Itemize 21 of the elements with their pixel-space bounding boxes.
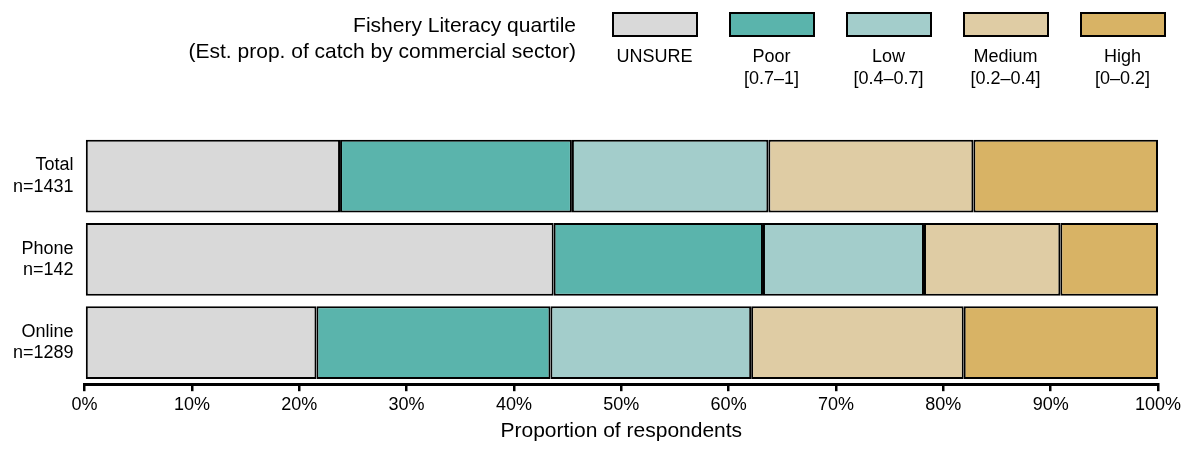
x-tick-label: 60% [710,393,747,414]
y-tick-label: Online n=1289 [12,320,74,363]
y-tick-label: Phone n=142 [21,237,74,280]
x-tick-label: 90% [1032,393,1069,414]
x-tick-label: 0% [71,393,98,414]
legend-label: UNSURE [616,45,693,67]
legend-label: Medium [0.2–0.4] [970,45,1041,89]
x-tick-label: 70% [817,393,854,414]
legend-title: Fishery Literacy quartile (Est. prop. of catch by commercial sector) [187,12,577,64]
legend-label: High [0–0.2] [1094,45,1151,89]
x-tick-label: 30% [388,393,425,414]
x-tick-label: 20% [281,393,318,414]
x-tick-label: 80% [925,393,962,414]
legend-label: Low [0.4–0.7] [853,45,924,89]
x-tick-label: 100% [1134,393,1182,414]
x-axis-title: Proportion of respondents [500,418,743,442]
y-tick-label: Total n=1431 [12,154,74,196]
x-tick-label: 50% [603,393,640,414]
x-tick-label: 40% [495,393,532,414]
legend-label: Poor [0.7–1] [743,45,800,89]
x-tick-label: 10% [173,393,210,414]
